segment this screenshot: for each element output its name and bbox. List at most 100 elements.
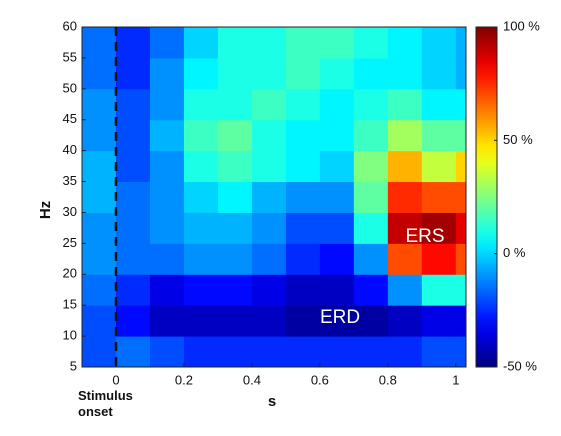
heat-cell <box>353 336 389 368</box>
heat-cell <box>353 27 389 59</box>
heat-cell <box>387 212 423 244</box>
heat-cell <box>455 27 467 59</box>
heat-cell <box>149 212 185 244</box>
heat-cell <box>455 243 467 275</box>
heat-cell <box>421 274 457 306</box>
heat-cell <box>183 119 219 152</box>
heat-cell <box>455 150 467 183</box>
heat-cell <box>387 119 423 152</box>
heat-cell <box>115 336 151 368</box>
heat-cell <box>183 150 219 183</box>
heat-cell <box>421 88 457 121</box>
heat-cell <box>285 274 321 306</box>
heat-cell <box>319 27 355 59</box>
heat-cell <box>82 305 117 337</box>
heat-cell <box>183 336 219 368</box>
y-tick-label: 20 <box>63 266 77 281</box>
heat-cell <box>82 181 117 213</box>
heat-cell <box>353 119 389 152</box>
heat-cell <box>353 57 389 90</box>
heat-cell <box>149 336 185 368</box>
heat-cell <box>251 27 287 59</box>
heat-cell <box>82 88 117 121</box>
heat-cell <box>82 212 117 244</box>
heat-cell <box>251 305 287 337</box>
heat-cell <box>115 119 151 152</box>
heat-cell <box>455 88 467 121</box>
heat-cell <box>217 274 253 306</box>
colorbar-tick-label: 100 % <box>503 18 540 33</box>
heat-cell <box>115 181 151 213</box>
heat-cell <box>387 305 423 337</box>
heat-cell <box>421 336 457 368</box>
heat-cell <box>319 119 355 152</box>
colorbar-tick-label: 0 % <box>503 245 526 260</box>
heat-cell <box>149 243 185 275</box>
heat-cell <box>319 305 355 337</box>
heat-cell <box>455 181 467 213</box>
heat-cell <box>421 119 457 152</box>
heat-cell <box>421 150 457 183</box>
heat-cell <box>319 336 355 368</box>
heat-cell <box>115 57 151 90</box>
heat-cell <box>285 27 321 59</box>
heat-cell <box>353 274 389 306</box>
y-tick-label: 55 <box>63 49 77 64</box>
heat-cell <box>217 336 253 368</box>
heat-cell <box>183 57 219 90</box>
heat-cell <box>319 88 355 121</box>
heat-cell <box>455 336 467 368</box>
heat-cell <box>251 336 287 368</box>
heat-cell <box>82 150 117 183</box>
heat-cell <box>82 119 117 152</box>
colorbar <box>475 26 498 368</box>
heat-cell <box>455 119 467 152</box>
heat-cell <box>115 88 151 121</box>
colorbar-tick-label: -50 % <box>503 358 537 373</box>
heat-cell <box>455 305 467 337</box>
heat-cell <box>387 150 423 183</box>
heat-cell <box>149 305 185 337</box>
heat-cell <box>455 212 467 244</box>
y-tick-label: 45 <box>63 111 77 126</box>
heat-cell <box>115 27 151 59</box>
heat-cell <box>319 274 355 306</box>
heat-cell <box>285 305 321 337</box>
heat-cell <box>217 119 253 152</box>
onset-label: Stimulus onset <box>78 388 133 419</box>
heat-cell <box>387 27 423 59</box>
colorbar-tick-label: 50 % <box>503 132 533 147</box>
heat-cell <box>421 212 457 244</box>
heat-cell <box>115 150 151 183</box>
heat-cell <box>353 150 389 183</box>
heat-cell <box>353 181 389 213</box>
x-tick-label: 0 <box>112 372 119 387</box>
heat-cell <box>217 212 253 244</box>
heat-cell <box>387 88 423 121</box>
heat-cell <box>387 274 423 306</box>
y-tick-label: 15 <box>63 297 77 312</box>
heat-cell <box>217 181 253 213</box>
heat-cell <box>149 181 185 213</box>
heat-cell <box>353 88 389 121</box>
x-tick-label: 0.6 <box>311 372 329 387</box>
heat-cell <box>353 212 389 244</box>
heat-cell <box>319 212 355 244</box>
plot-frame <box>81 26 467 368</box>
heat-cell <box>183 27 219 59</box>
heat-cell <box>251 150 287 183</box>
heat-cell <box>455 57 467 90</box>
heat-cell <box>285 57 321 90</box>
y-tick-label: 60 <box>63 18 77 33</box>
y-tick-label: 50 <box>63 80 77 95</box>
y-tick-label: 25 <box>63 235 77 250</box>
heat-cell <box>149 274 185 306</box>
heat-cell <box>82 274 117 306</box>
heat-cell <box>183 212 219 244</box>
heat-cell <box>421 181 457 213</box>
heat-cell <box>319 243 355 275</box>
heat-cell <box>387 57 423 90</box>
y-tick-label: 30 <box>63 204 77 219</box>
heat-cell <box>217 150 253 183</box>
